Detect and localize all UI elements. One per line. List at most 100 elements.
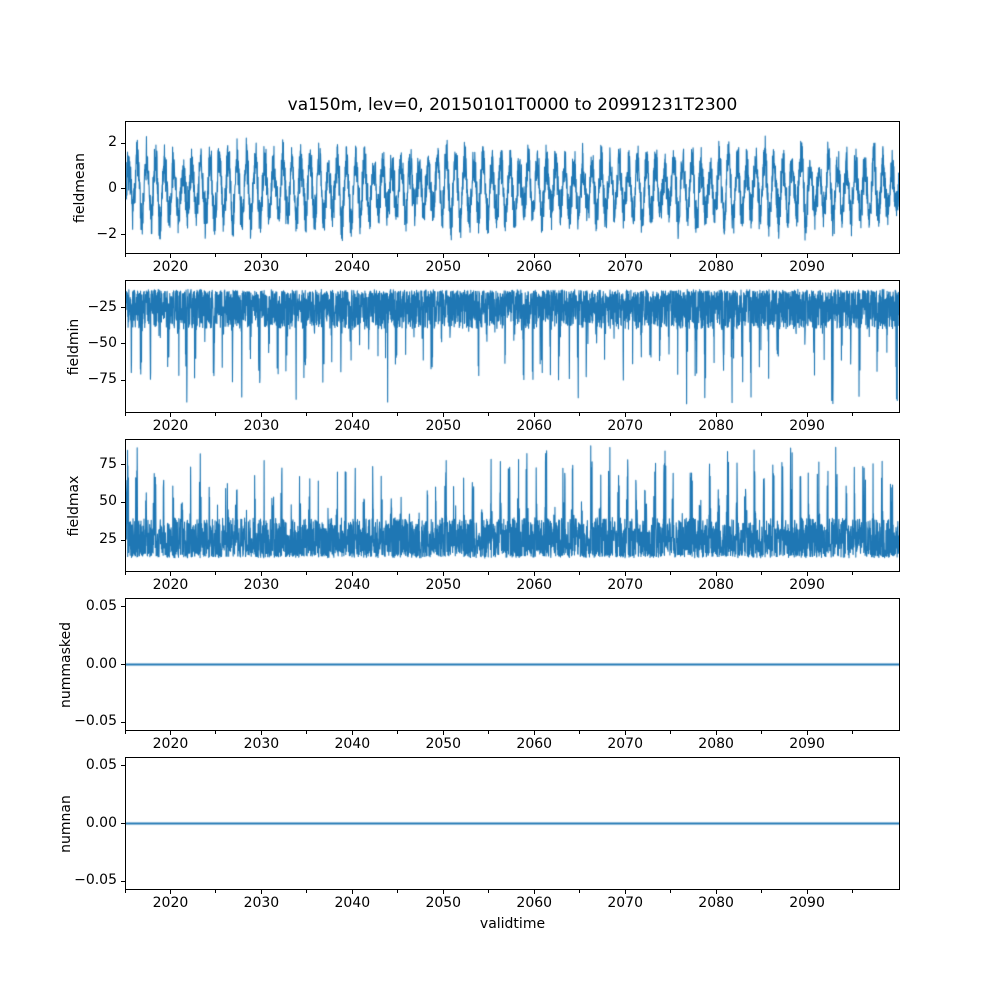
x-minor-tick	[488, 731, 490, 734]
x-tick	[169, 254, 171, 258]
y-tick-label-fieldmin: −50	[87, 334, 117, 351]
x-tick	[624, 890, 626, 894]
x-tick	[715, 572, 717, 576]
x-minor-tick	[761, 890, 763, 893]
y-axis-label-numnan: numnan	[58, 794, 74, 853]
x-tick	[806, 572, 808, 576]
x-minor-tick	[670, 890, 672, 893]
x-minor-tick	[124, 413, 126, 416]
x-tick-label: 2090	[789, 577, 825, 593]
x-tick-label: 2080	[698, 418, 734, 434]
x-tick-label: 2030	[243, 418, 280, 434]
x-minor-tick	[306, 731, 308, 734]
x-tick-label: 2020	[152, 895, 189, 911]
x-tick	[442, 572, 444, 576]
x-tick	[260, 413, 262, 417]
x-tick	[351, 413, 353, 417]
y-axis-label-fieldmax: fieldmax	[66, 475, 82, 536]
x-tick	[442, 413, 444, 417]
y-tick-nummasked	[121, 606, 125, 608]
x-tick-label: 2030	[243, 736, 280, 752]
x-tick-label: 2070	[607, 418, 643, 434]
y-tick-fieldmean	[121, 188, 125, 190]
x-minor-tick	[488, 890, 490, 893]
series-line-nummasked	[126, 599, 899, 730]
x-minor-tick	[124, 254, 126, 257]
x-tick-label: 2050	[425, 577, 462, 593]
series-line-fieldmax	[126, 440, 899, 571]
x-minor-tick	[852, 572, 854, 575]
x-tick-label: 2030	[243, 895, 280, 911]
x-tick	[533, 731, 535, 735]
axes-fieldmin	[125, 280, 900, 413]
x-tick	[260, 572, 262, 576]
x-tick-label: 2050	[425, 259, 462, 275]
x-minor-tick	[670, 413, 672, 416]
x-tick	[715, 413, 717, 417]
x-minor-tick	[488, 413, 490, 416]
x-tick-label: 2060	[516, 895, 553, 911]
x-tick	[715, 890, 717, 894]
x-tick	[624, 731, 626, 735]
x-tick-label: 2030	[243, 577, 280, 593]
x-minor-tick	[761, 254, 763, 257]
x-tick	[442, 890, 444, 894]
y-tick-fieldmax	[121, 501, 125, 503]
series-line-numnan	[126, 758, 899, 889]
x-tick	[715, 731, 717, 735]
y-tick-label-fieldmin: −25	[87, 298, 117, 315]
y-tick-label-nummasked: −0.05	[74, 713, 117, 730]
x-tick	[533, 254, 535, 258]
x-tick-label: 2040	[334, 418, 371, 434]
x-tick	[624, 413, 626, 417]
x-tick-label: 2060	[516, 577, 553, 593]
x-tick-label: 2020	[152, 577, 189, 593]
series-line-fieldmean	[126, 122, 899, 253]
x-tick-label: 2090	[789, 895, 825, 911]
x-tick	[169, 572, 171, 576]
x-minor-tick	[670, 254, 672, 257]
y-tick-numnan	[121, 765, 125, 767]
y-tick-nummasked	[121, 721, 125, 723]
x-minor-tick	[852, 890, 854, 893]
x-tick	[624, 254, 626, 258]
x-minor-tick	[579, 890, 581, 893]
x-minor-tick	[579, 413, 581, 416]
x-tick	[169, 731, 171, 735]
x-minor-tick	[488, 254, 490, 257]
x-tick-label: 2050	[425, 895, 462, 911]
x-minor-tick	[761, 572, 763, 575]
y-tick-fieldmax	[121, 464, 125, 466]
y-tick-label-fieldmean: 2	[108, 134, 117, 151]
y-tick-fieldmean	[121, 234, 125, 236]
x-tick-label: 2020	[152, 736, 189, 752]
x-tick	[442, 254, 444, 258]
x-minor-tick	[488, 572, 490, 575]
y-tick-label-nummasked: 0.00	[85, 655, 117, 672]
x-minor-tick	[306, 890, 308, 893]
x-tick-label: 2090	[789, 418, 825, 434]
x-minor-tick	[124, 731, 126, 734]
x-tick-label: 2040	[334, 736, 371, 752]
x-minor-tick	[124, 572, 126, 575]
y-axis-label-nummasked: nummasked	[58, 621, 74, 708]
x-tick	[533, 413, 535, 417]
x-tick-label: 2060	[516, 259, 553, 275]
y-tick-label-fieldmax: 75	[99, 455, 117, 472]
y-tick-label-nummasked: 0.05	[85, 597, 117, 614]
x-tick	[169, 890, 171, 894]
x-minor-tick	[215, 572, 217, 575]
x-tick	[351, 890, 353, 894]
x-tick	[533, 572, 535, 576]
x-minor-tick	[215, 731, 217, 734]
x-tick	[260, 254, 262, 258]
x-minor-tick	[306, 254, 308, 257]
x-tick-label: 2070	[607, 895, 643, 911]
x-tick-label: 2070	[607, 577, 643, 593]
y-tick-label-fieldmean: −2	[96, 225, 117, 242]
y-tick-fieldmin	[121, 379, 125, 381]
y-tick-label-fieldmin: −75	[87, 371, 117, 387]
y-tick-label-numnan: −0.05	[74, 872, 117, 889]
x-minor-tick	[670, 572, 672, 575]
x-tick	[806, 254, 808, 258]
